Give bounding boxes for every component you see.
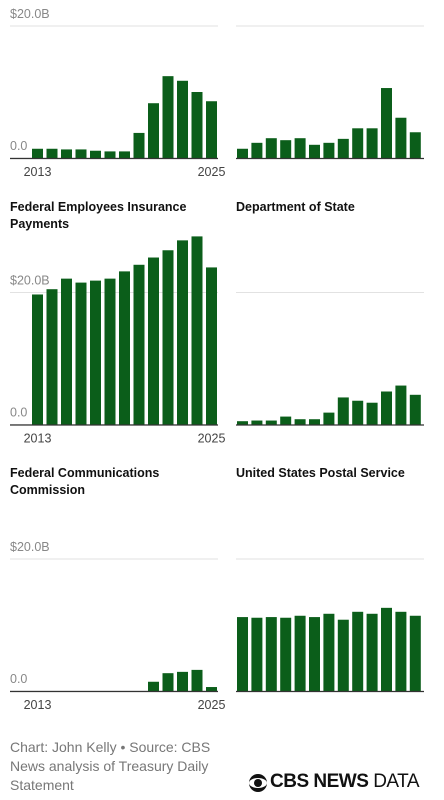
bar [148,103,159,158]
bar [104,278,116,425]
x-tick-label: 2025 [198,165,226,179]
bar [148,257,159,425]
y-tick-label: 0.0 [10,139,27,153]
bar [366,613,378,691]
bar [237,148,248,158]
bar [395,385,407,425]
bar [366,402,378,425]
bar [280,416,292,425]
x-tick-label: 2025 [198,432,226,446]
bar [309,419,320,425]
bar [237,421,248,425]
bar [294,419,306,425]
bar [395,117,407,158]
chart-title: Department of State [236,199,355,214]
bar [409,615,421,691]
logo-sub: DATA [373,771,420,792]
bar [61,278,72,425]
bar [206,687,217,691]
y-tick-label: $20.0B [10,274,50,288]
bar [294,615,306,691]
bar [337,619,349,691]
bar [381,88,392,158]
bar [32,148,43,158]
source-note: Chart: John Kelly • Source: CBS News ana… [10,739,211,793]
bar [162,673,174,691]
bar [162,250,174,425]
bar [90,150,101,158]
bar [323,142,335,158]
y-tick-label: $20.0B [10,540,50,554]
bar [104,151,116,158]
bar [177,80,188,158]
bar [46,289,58,425]
bar [352,128,364,158]
bar [162,76,174,158]
x-tick-label: 2013 [24,432,52,446]
x-tick-label: 2013 [24,165,52,179]
bar [366,128,378,158]
bar [133,132,145,158]
bar [265,138,277,158]
bar [265,617,277,691]
bar [61,149,72,158]
bar [323,613,335,691]
bar [323,412,335,425]
y-tick-label: 0.0 [10,672,27,686]
bar [90,280,101,425]
bar [191,236,203,425]
bar [294,138,306,158]
bar [309,617,320,691]
chart-title: Federal Communications Commission [10,466,160,497]
bar [409,132,421,158]
bar [352,400,364,425]
bar [46,148,58,158]
chart-title: Federal Employees Insurance Payments [10,199,187,231]
bar [352,611,364,691]
bar [337,397,349,425]
bar [280,617,292,691]
bar [309,144,320,158]
bar [191,92,203,158]
bar [237,617,248,691]
logo-eye [249,774,267,792]
y-tick-label: 0.0 [10,406,27,420]
bar [409,394,421,425]
bar [337,138,349,158]
bar [206,267,217,425]
bar [177,240,188,425]
bar [32,294,43,425]
bar [381,607,392,691]
bar [381,391,392,425]
bar [280,140,292,158]
logo-main: CBS NEWS [270,771,369,792]
chart-title: United States Postal Service [236,466,405,480]
bar [251,142,263,158]
bar [251,420,263,425]
bar [206,101,217,158]
bar [251,617,263,691]
bar [148,681,159,691]
bar [119,271,130,425]
bar [191,669,203,691]
bar [119,151,130,158]
x-tick-label: 2025 [198,698,226,712]
logo: CBS NEWS DATA [248,771,420,793]
bar [395,611,407,691]
bar [265,420,277,425]
bar [177,671,188,691]
x-tick-label: 2013 [24,698,52,712]
y-tick-label: $20.0B [10,7,50,21]
bar [75,149,87,158]
bar [133,264,145,425]
bar [75,282,87,425]
